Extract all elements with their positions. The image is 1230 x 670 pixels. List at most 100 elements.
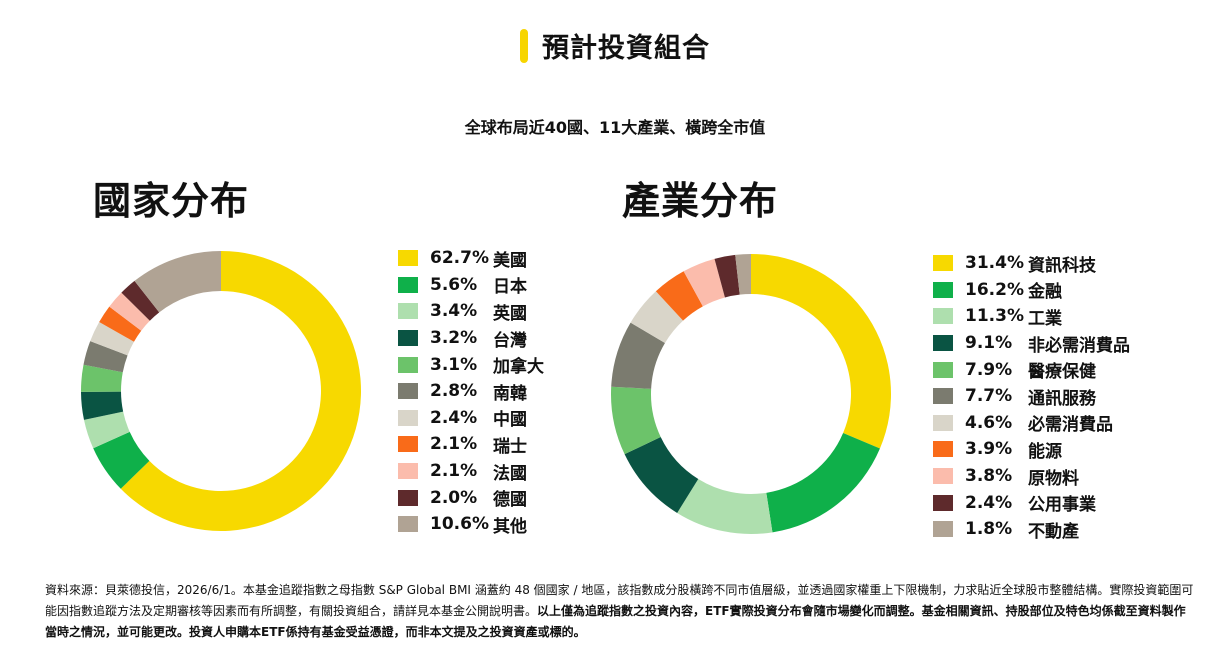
industry-slice-通訊服務: [611, 322, 665, 389]
industry-slice-金融: [766, 432, 880, 533]
industry-legend-label: 資訊科技: [1028, 255, 1096, 276]
country-slice-德國: [121, 280, 160, 321]
industry-legend-swatch: [933, 281, 953, 298]
industry-legend-label: 不動產: [1028, 521, 1079, 542]
country-legend-label: 瑞士: [493, 436, 527, 457]
country-legend-value: 2.0%: [430, 487, 478, 508]
industry-legend-swatch: [933, 521, 953, 538]
industry-legend-swatch: [933, 335, 953, 352]
industry-legend-value: 31.4%: [965, 253, 1024, 274]
industry-legend-swatch: [933, 441, 953, 458]
industry-legend-item: 7.7% 通訊服務: [933, 383, 1130, 410]
country-legend-value: 5.6%: [430, 274, 478, 295]
page-subtitle: 全球布局近40國、11大產業、橫跨全市值: [464, 118, 766, 137]
country-legend-value: 10.6%: [430, 514, 489, 535]
industry-legend-item: 4.6% 必需消費品: [933, 410, 1130, 437]
country-legend-label: 日本: [493, 277, 527, 298]
industry-legend-item: 9.1% 非必需消費品: [933, 330, 1130, 357]
country-chart-title: 國家分布: [93, 179, 250, 223]
country-legend-swatch: [398, 409, 418, 426]
country-legend-value: 2.1%: [430, 434, 478, 455]
industry-slice-必需消費品: [630, 291, 684, 344]
industry-legend-swatch: [933, 388, 953, 405]
country-slice-其他: [134, 251, 221, 313]
page-title: 預計投資組合: [542, 33, 710, 64]
industry-legend-value: 4.6%: [965, 412, 1013, 433]
industry-legend-value: 1.8%: [965, 519, 1013, 540]
country-legend-label: 英國: [493, 303, 527, 324]
country-legend-value: 2.4%: [430, 407, 478, 428]
industry-legend-swatch: [933, 308, 953, 325]
country-slice-南韓: [83, 341, 128, 373]
footnote-source-text: 資料來源：貝萊德投信，2026/6/1。本基金追蹤指數之母指數 S&P Glob…: [45, 583, 1194, 618]
country-legend-swatch: [398, 436, 418, 453]
industry-legend-item: 3.8% 原物料: [933, 463, 1130, 490]
country-slice-加拿大: [81, 364, 123, 392]
country-legend-label: 美國: [493, 250, 527, 271]
country-legend-swatch: [398, 463, 418, 480]
industry-slice-工業: [677, 478, 773, 534]
industry-legend-label: 通訊服務: [1028, 388, 1096, 409]
title-accent-bar: [520, 28, 528, 63]
country-slice-中國: [90, 322, 134, 356]
industry-legend-value: 7.7%: [965, 386, 1013, 407]
industry-legend-label: 工業: [1028, 308, 1062, 329]
industry-legend-value: 9.1%: [965, 333, 1013, 354]
footnote-disclaimer-text: 以上僅為追蹤指數之投資內容，ETF實際投資分布會隨市場變化而調整。基金相關資訊、…: [45, 604, 1186, 639]
industry-legend-swatch: [933, 468, 953, 485]
industry-legend-item: 1.8% 不動產: [933, 516, 1130, 543]
country-legend-value: 3.4%: [430, 301, 478, 322]
industry-legend-value: 7.9%: [965, 359, 1013, 380]
country-legend-swatch: [398, 356, 418, 373]
country-donut-chart: [81, 251, 361, 531]
industry-legend-value: 11.3%: [965, 306, 1024, 327]
country-legend-swatch: [398, 516, 418, 533]
industry-legend-item: 31.4% 資訊科技: [933, 250, 1130, 277]
country-slice-法國: [109, 292, 150, 331]
industry-legend-swatch: [933, 255, 953, 272]
industry-legend-swatch: [933, 414, 953, 431]
country-slice-英國: [83, 411, 130, 449]
industry-legend-value: 16.2%: [965, 279, 1024, 300]
industry-legend-label: 能源: [1028, 441, 1062, 462]
country-legend-label: 加拿大: [493, 357, 544, 378]
country-slice-瑞士: [99, 306, 142, 342]
country-slice-日本: [93, 431, 150, 489]
industry-legend-item: 11.3% 工業: [933, 303, 1130, 330]
industry-legend-item: 7.9% 醫療保健: [933, 356, 1130, 383]
industry-legend-label: 原物料: [1028, 468, 1079, 489]
industry-legend-value: 3.8%: [965, 466, 1013, 487]
industry-legend-value: 2.4%: [965, 492, 1013, 513]
country-legend-item: 3.4% 英國: [398, 298, 544, 325]
country-legend-swatch: [398, 489, 418, 506]
country-legend-value: 2.8%: [430, 381, 478, 402]
country-legend-item: 2.1% 瑞士: [398, 431, 544, 458]
country-legend-item: 3.2% 台灣: [398, 325, 544, 352]
industry-slice-能源: [655, 271, 703, 321]
country-slice-美國: [120, 251, 361, 531]
country-legend-item: 2.4% 中國: [398, 405, 544, 432]
industry-legend-swatch: [933, 361, 953, 378]
country-legend-item: 3.1% 加拿大: [398, 351, 544, 378]
industry-slice-不動產: [735, 254, 751, 295]
country-legend: 62.7% 美國 5.6% 日本 3.4% 英國 3.2% 台灣 3.1% 加拿大 2.8% 南韓 2.…: [398, 245, 544, 538]
industry-chart-title: 產業分布: [622, 179, 779, 223]
industry-slice-醫療保健: [611, 386, 661, 455]
country-legend-label: 南韓: [493, 383, 527, 404]
country-legend-label: 其他: [493, 516, 527, 537]
footnote: 資料來源：貝萊德投信，2026/6/1。本基金追蹤指數之母指數 S&P Glob…: [45, 580, 1195, 643]
country-legend-item: 2.8% 南韓: [398, 378, 544, 405]
industry-legend-value: 3.9%: [965, 439, 1013, 460]
country-slice-台灣: [81, 391, 124, 420]
country-legend-swatch: [398, 276, 418, 293]
industry-slice-原物料: [683, 258, 725, 307]
country-legend-swatch: [398, 250, 418, 267]
country-legend-swatch: [398, 303, 418, 320]
country-legend-item: 62.7% 美國: [398, 245, 544, 272]
industry-legend-label: 金融: [1028, 282, 1062, 303]
industry-legend-label: 非必需消費品: [1028, 335, 1130, 356]
country-legend-item: 5.6% 日本: [398, 272, 544, 299]
industry-slice-資訊科技: [751, 254, 891, 449]
industry-legend: 31.4% 資訊科技 16.2% 金融 11.3% 工業 9.1% 非必需消費品 7.9% 醫療保…: [933, 250, 1130, 543]
page-header: 預計投資組合: [0, 26, 1230, 65]
